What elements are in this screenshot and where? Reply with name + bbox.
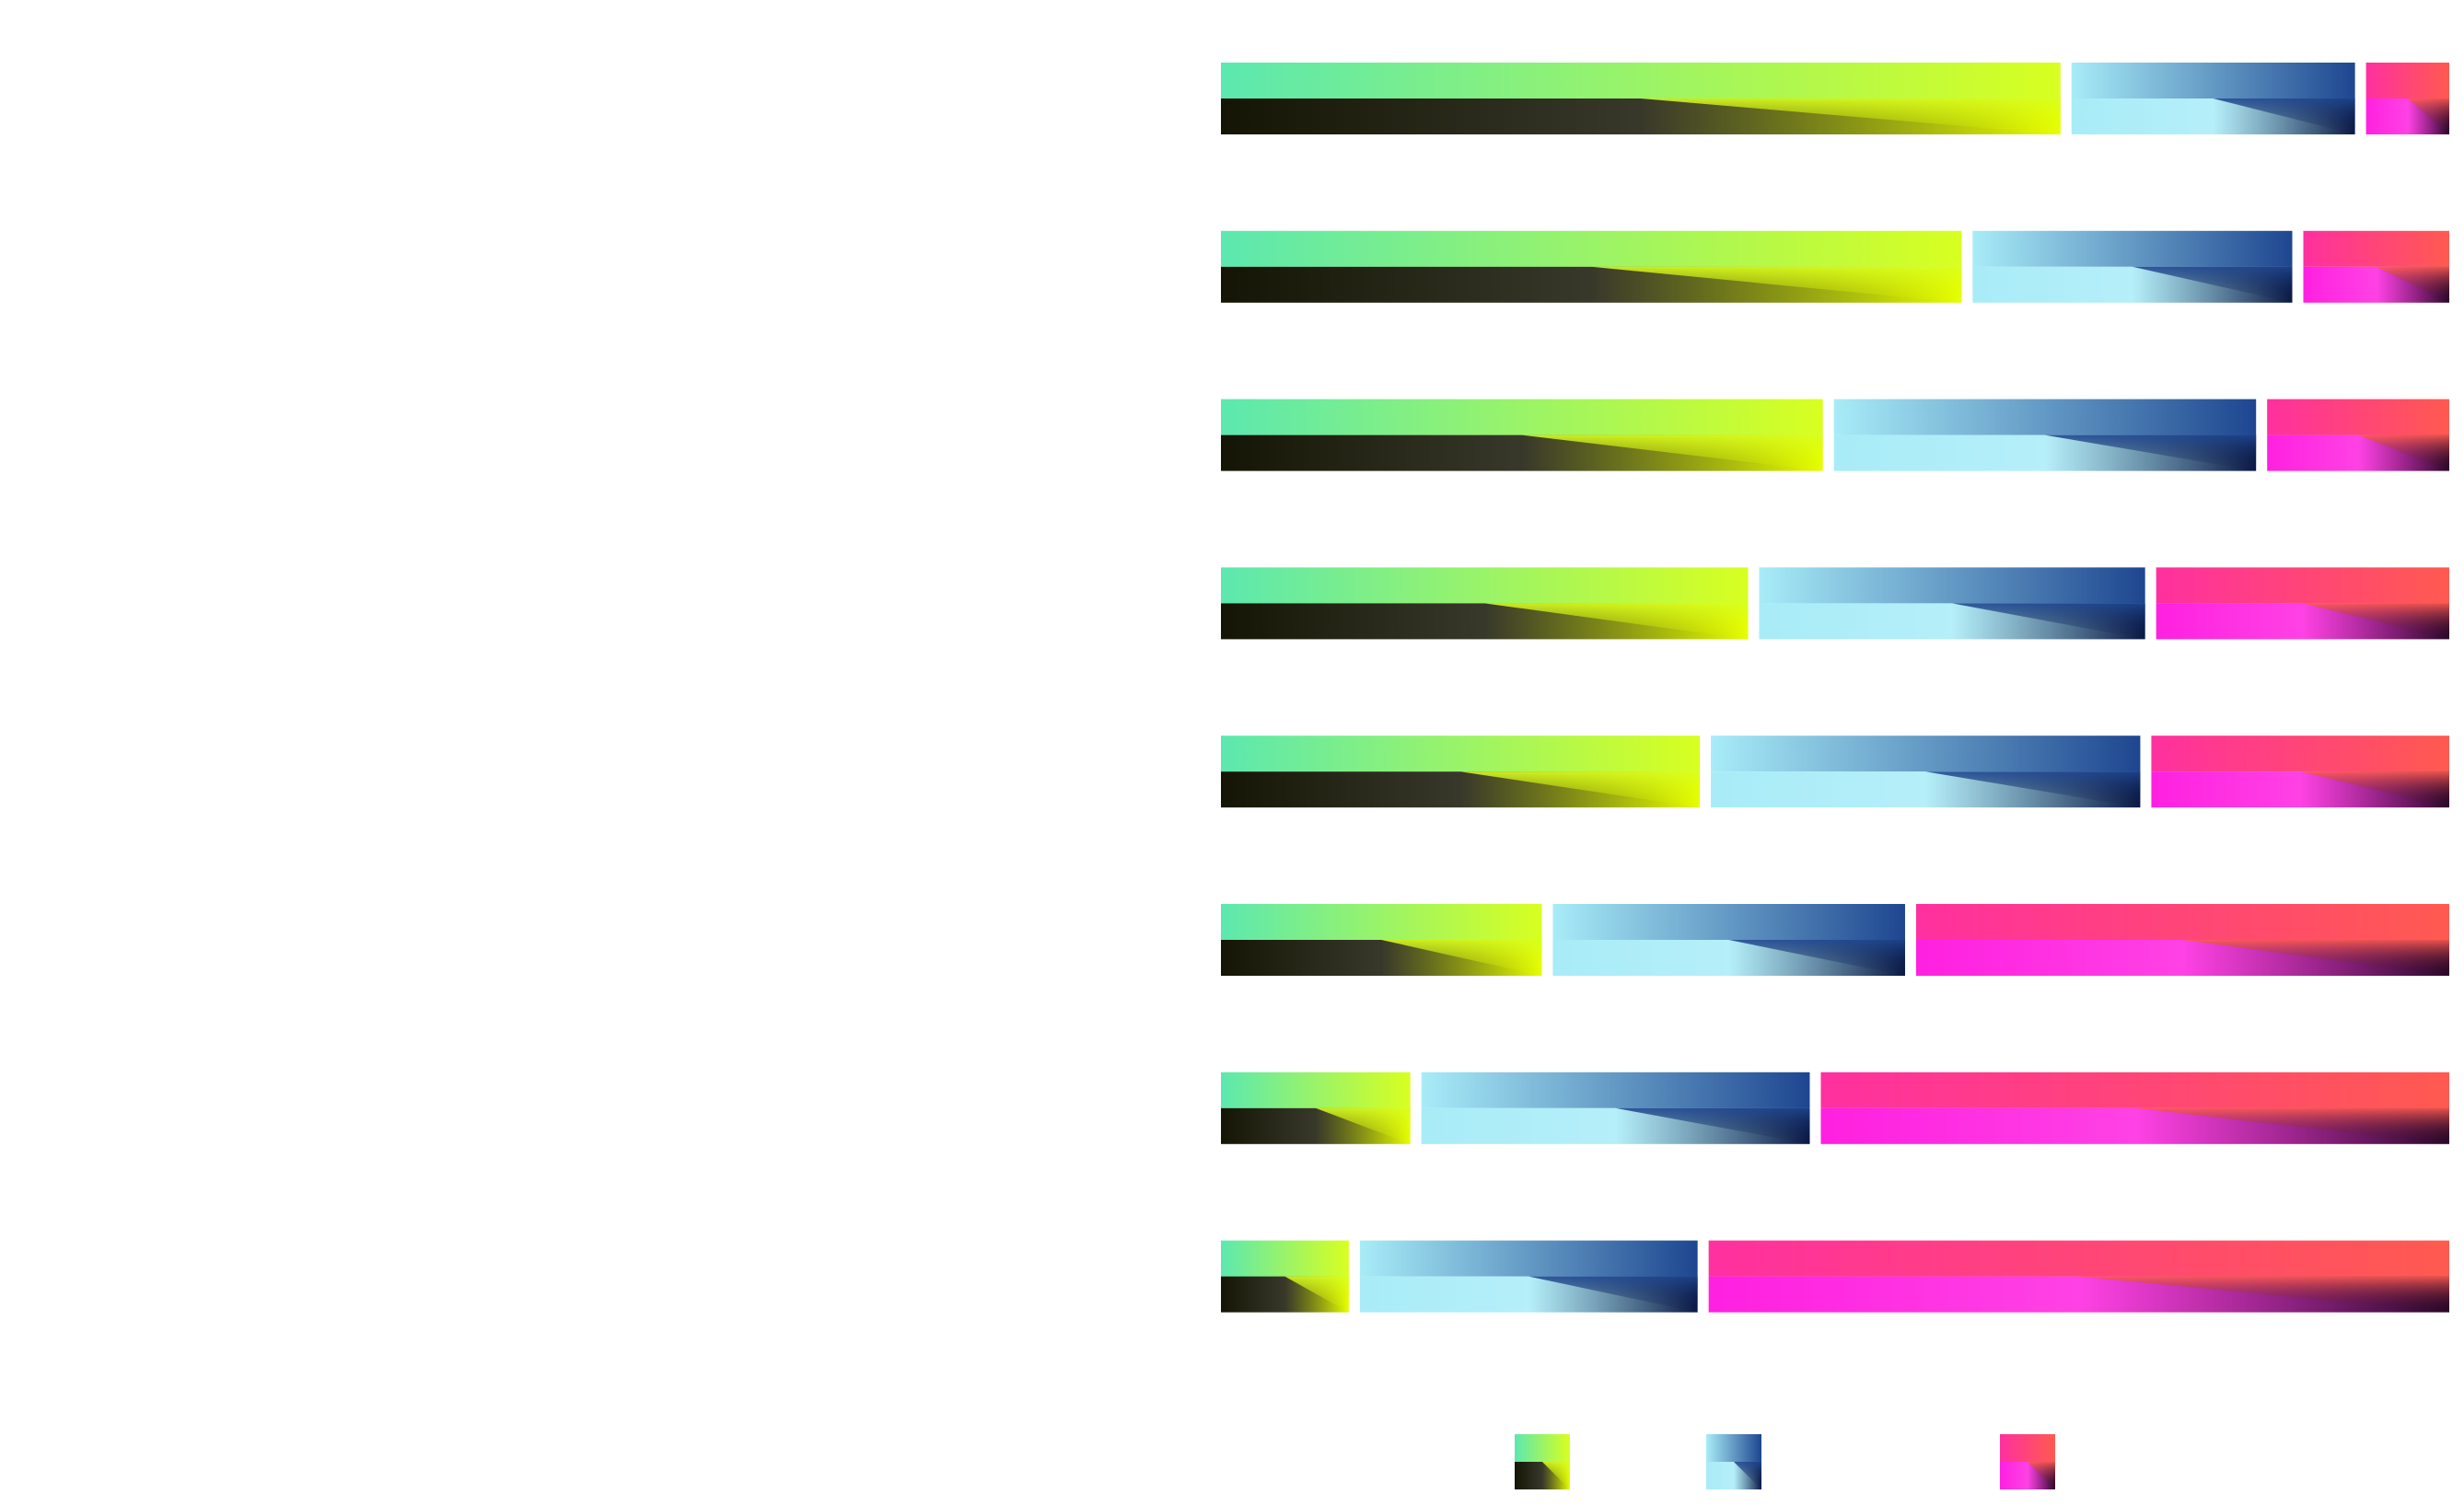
bar-segment-series-2-top xyxy=(1759,567,2145,604)
bar-segment-series-2-shade xyxy=(2213,98,2355,134)
bar-segment-series-1 xyxy=(1221,399,1823,471)
bar-segment-series-1-top xyxy=(1221,1240,1349,1277)
bars-layer xyxy=(1221,63,2449,1313)
legend-swatch-series-1 xyxy=(1515,1434,1570,1489)
bar-row-1 xyxy=(1221,63,2449,134)
bar-segment-series-3-top xyxy=(2303,230,2449,267)
bar-segment-series-2-top xyxy=(1711,736,2141,772)
bar-segment-series-3 xyxy=(2365,63,2449,134)
bar-segment-series-1-top xyxy=(1221,567,1749,604)
bar-segment-series-3-top xyxy=(1915,904,2449,940)
bar-segment-series-2-shade xyxy=(1728,940,1905,976)
bar-segment-series-1-shade xyxy=(1381,940,1542,976)
bar-segment-series-1 xyxy=(1221,1240,1349,1313)
bar-segment-series-1 xyxy=(1221,63,2061,134)
bar-segment-series-1-top xyxy=(1221,230,1962,267)
bar-segment-series-2-shade xyxy=(2132,266,2293,303)
legend-swatch-series-3-top xyxy=(2000,1434,2055,1462)
bar-segment-series-1 xyxy=(1221,736,1701,808)
bar-segment-series-1-top xyxy=(1221,736,1701,772)
bar-segment-series-3 xyxy=(2156,567,2449,640)
bar-segment-series-3-top xyxy=(1708,1240,2449,1277)
bar-segment-series-1-shade xyxy=(1640,98,2061,134)
bar-segment-series-1-shade xyxy=(1591,266,1962,303)
bar-segment-series-2-top xyxy=(1421,1072,1810,1108)
bar-row-6 xyxy=(1221,904,2449,976)
bar-segment-series-1-shade xyxy=(1460,771,1701,808)
bar-row-8 xyxy=(1221,1240,2449,1313)
bar-segment-series-2-shade xyxy=(1615,1107,1810,1144)
bar-segment-series-3 xyxy=(1708,1240,2449,1313)
bar-segment-series-2-top xyxy=(1833,399,2257,435)
bar-segment-series-3-top xyxy=(2151,736,2449,772)
bar-segment-series-3-top xyxy=(1820,1072,2449,1108)
bar-segment-series-3-shade xyxy=(2078,1276,2449,1313)
bar-segment-series-1-top xyxy=(1221,63,2061,98)
bar-segment-series-2-top xyxy=(1552,904,1905,940)
bar-segment-series-2-top xyxy=(1972,230,2293,267)
bar-row-7 xyxy=(1221,1072,2449,1144)
bar-segment-series-2 xyxy=(1972,230,2293,303)
bar-segment-series-1-shade xyxy=(1484,603,1749,640)
bar-segment-series-3-shade xyxy=(2407,98,2449,134)
bar-segment-series-1 xyxy=(1221,567,1749,640)
bar-segment-series-3 xyxy=(2303,230,2449,303)
bar-segment-series-3-top xyxy=(2365,63,2449,98)
bar-segment-series-1-top xyxy=(1221,1072,1411,1108)
bar-row-5 xyxy=(1221,736,2449,808)
bar-segment-series-3 xyxy=(2267,399,2449,471)
bar-row-2 xyxy=(1221,230,2449,303)
bar-segment-series-1-shade xyxy=(1521,434,1823,471)
legend-swatch-series-2-top xyxy=(1706,1434,1761,1462)
bar-segment-series-1 xyxy=(1221,904,1542,976)
bar-segment-series-2 xyxy=(1421,1072,1810,1144)
bar-segment-series-3-shade xyxy=(2376,266,2449,303)
legend-swatch-series-2 xyxy=(1706,1434,1761,1489)
bar-segment-series-1-shade xyxy=(1284,1276,1349,1313)
bar-segment-series-2-top xyxy=(2071,63,2355,98)
legend xyxy=(1515,1434,2055,1489)
bar-segment-series-2 xyxy=(2071,63,2355,134)
bar-segment-series-2-shade xyxy=(1528,1276,1698,1313)
bar-segment-series-1-shade xyxy=(1315,1107,1411,1144)
bar-row-4 xyxy=(1221,567,2449,640)
bar-segment-series-2 xyxy=(1833,399,2257,471)
bar-segment-series-3-shade xyxy=(2358,434,2449,471)
bar-segment-series-3 xyxy=(1915,904,2449,976)
bar-segment-series-3 xyxy=(1820,1072,2449,1144)
bar-segment-series-3-shade xyxy=(2302,603,2449,640)
bar-segment-series-1 xyxy=(1221,1072,1411,1144)
bar-segment-series-2-shade xyxy=(2044,434,2257,471)
bar-segment-series-2 xyxy=(1759,567,2145,640)
bar-segment-series-2-shade xyxy=(1925,771,2141,808)
bar-row-3 xyxy=(1221,399,2449,471)
bar-segment-series-2 xyxy=(1359,1240,1698,1313)
legend-swatch-series-3-shade xyxy=(2028,1462,2055,1489)
bar-segment-series-3-shade xyxy=(2182,940,2449,976)
bar-segment-series-1-top xyxy=(1221,904,1542,940)
bar-segment-series-3-top xyxy=(2267,399,2449,435)
bar-segment-series-1-top xyxy=(1221,399,1823,435)
bar-segment-series-2 xyxy=(1711,736,2141,808)
legend-swatch-series-2-shade xyxy=(1734,1462,1761,1489)
bar-segment-series-3-shade xyxy=(2134,1107,2449,1144)
bar-segment-series-2-shade xyxy=(1952,603,2145,640)
bar-segment-series-1 xyxy=(1221,230,1962,303)
bar-segment-series-3-top xyxy=(2156,567,2449,604)
legend-swatch-series-1-top xyxy=(1515,1434,1570,1462)
bar-segment-series-2-top xyxy=(1359,1240,1698,1277)
bar-segment-series-2 xyxy=(1552,904,1905,976)
legend-swatch-series-3 xyxy=(2000,1434,2055,1489)
bar-segment-series-3-shade xyxy=(2300,771,2449,808)
legend-swatch-series-1-shade xyxy=(1542,1462,1570,1489)
bar-segment-series-3 xyxy=(2151,736,2449,808)
